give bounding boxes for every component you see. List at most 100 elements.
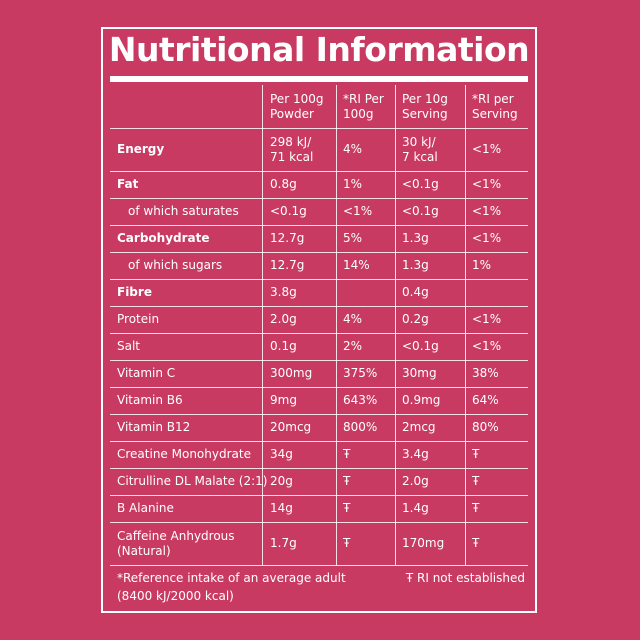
title-rule: [110, 76, 528, 82]
row-label: Fibre: [117, 285, 152, 299]
row-value: 1.3g: [402, 231, 429, 245]
row-value: <0.1g: [270, 204, 307, 218]
row-value: Ŧ: [472, 501, 480, 515]
row-divider: [110, 333, 528, 334]
row-label: Salt: [117, 339, 141, 353]
column-header: *RI per Serving: [472, 85, 528, 128]
row-value: 3.8g: [270, 285, 297, 299]
column-divider: [336, 85, 337, 565]
row-value: 643%: [343, 393, 378, 407]
row-value: 298 kJ/71 kcal: [270, 128, 336, 171]
row-label: Carbohydrate: [117, 231, 210, 245]
row-divider: [110, 468, 528, 469]
row-value: <1%: [472, 204, 502, 218]
row-divider: [110, 414, 528, 415]
row-value: Ŧ: [472, 447, 480, 461]
footnote-reference: *Reference intake of an average adult (8…: [117, 569, 346, 605]
row-value: 14g: [270, 501, 293, 515]
row-label: of which sugars: [128, 258, 223, 272]
row-label: Creatine Monohydrate: [117, 447, 251, 461]
row-value: Ŧ: [343, 501, 351, 515]
row-value: <0.1g: [402, 339, 439, 353]
frame: [101, 27, 537, 613]
cell-line: 100g: [343, 106, 374, 121]
cell-line: Per 10g: [402, 91, 448, 106]
row-value: 1.3g: [402, 258, 429, 272]
cell-line: *RI per: [472, 91, 514, 106]
row-value: 30mg: [402, 366, 437, 380]
row-label: of which saturates: [128, 204, 239, 218]
cell-line: (Natural): [117, 543, 171, 558]
cell-line: 71 kcal: [270, 149, 314, 164]
row-value: Ŧ: [472, 536, 480, 550]
title: Nutritional Information: [108, 30, 530, 69]
cell-line: Powder: [270, 106, 314, 121]
row-value: 14%: [343, 258, 370, 272]
row-value: 30 kJ/7 kcal: [402, 128, 465, 171]
row-value: 34g: [270, 447, 293, 461]
row-divider: [110, 225, 528, 226]
row-divider: [110, 279, 528, 280]
row-value: <1%: [472, 339, 502, 353]
row-label: Vitamin C: [117, 366, 176, 380]
row-label: Protein: [117, 312, 160, 326]
row-value: <1%: [472, 312, 502, 326]
row-value: 300mg: [270, 366, 313, 380]
row-value: 2.0g: [402, 474, 429, 488]
row-value: Ŧ: [343, 536, 351, 550]
row-value: 800%: [343, 420, 378, 434]
row-divider: [110, 565, 528, 566]
row-value: 1.7g: [270, 536, 297, 550]
cell-line: 30 kJ/: [402, 134, 436, 149]
row-value: Ŧ: [343, 447, 351, 461]
row-value: 12.7g: [270, 231, 305, 245]
row-divider: [110, 171, 528, 172]
cell-line: Caffeine Anhydrous: [117, 528, 235, 543]
row-value: 38%: [472, 366, 499, 380]
row-value: Ŧ: [343, 474, 351, 488]
cell-line: Per 100g: [270, 91, 324, 106]
row-value: 0.9mg: [402, 393, 441, 407]
row-value: 375%: [343, 366, 378, 380]
row-value: 2%: [343, 339, 363, 353]
row-value: 64%: [472, 393, 499, 407]
row-label: Fat: [117, 177, 139, 191]
row-value: 20mcg: [270, 420, 312, 434]
row-value: 12.7g: [270, 258, 305, 272]
row-value: 20g: [270, 474, 293, 488]
cell-line: 298 kJ/: [270, 134, 312, 149]
cell-line: Serving: [402, 106, 448, 121]
row-label: Caffeine Anhydrous (Natural): [117, 522, 262, 565]
row-value: 9mg: [270, 393, 297, 407]
footnote-line: *Reference intake of an average adult: [117, 571, 346, 585]
row-value: <1%: [343, 204, 373, 218]
row-label: Vitamin B6: [117, 393, 183, 407]
row-value: <1%: [472, 231, 502, 245]
footnote-not-established: Ŧ RI not established: [405, 571, 525, 585]
row-value: 0.8g: [270, 177, 297, 191]
row-divider: [110, 128, 528, 129]
row-value: <1%: [472, 177, 502, 191]
row-value: 170mg: [402, 536, 445, 550]
row-value: 1%: [472, 258, 492, 272]
row-value: 0.4g: [402, 285, 429, 299]
row-value: 5%: [343, 231, 363, 245]
row-divider: [110, 360, 528, 361]
row-divider: [110, 252, 528, 253]
cell-line: *RI Per: [343, 91, 384, 106]
row-value: 1.4g: [402, 501, 429, 515]
column-divider: [262, 85, 263, 565]
row-value: <0.1g: [402, 204, 439, 218]
row-divider: [110, 306, 528, 307]
row-value: 1%: [343, 177, 363, 191]
footnote-line: (8400 kJ/2000 kcal): [117, 589, 234, 603]
row-value: 2mcg: [402, 420, 436, 434]
row-label: Citrulline DL Malate (2:1): [117, 474, 268, 488]
column-header: Per 100g Powder: [270, 85, 336, 128]
column-divider: [395, 85, 396, 565]
column-header: *RI Per 100g: [343, 85, 395, 128]
cell-line: Serving: [472, 106, 518, 121]
row-divider: [110, 387, 528, 388]
row-value: 3.4g: [402, 447, 429, 461]
row-label: Energy: [117, 142, 165, 156]
